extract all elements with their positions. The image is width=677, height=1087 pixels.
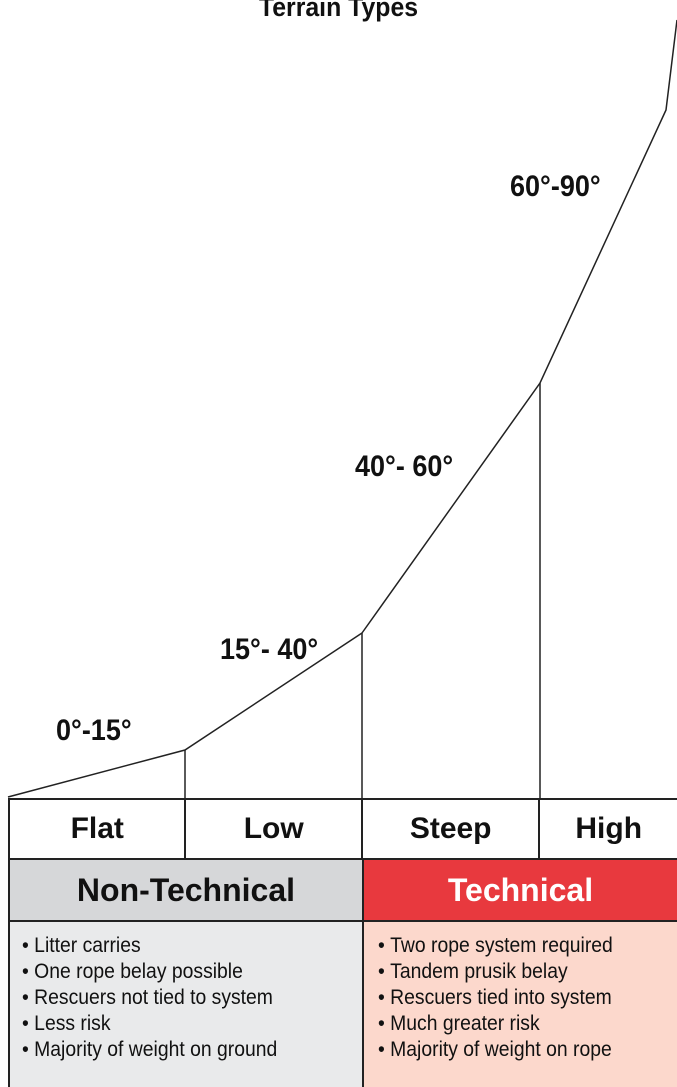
technical-list: Two rope system required Tandem prusik b… [363,922,677,1087]
list-item: Less risk [22,1010,328,1036]
terrain-flat: Flat [10,800,187,858]
characteristics-row: Litter carries One rope belay possible R… [8,922,677,1087]
list-item: Rescuers not tied to system [22,984,328,1010]
non-technical-header: Non-Technical [10,860,364,920]
terrain-low: Low [186,800,363,858]
angle-label-high: 60°-90° [510,170,601,203]
list-item: One rope belay possible [22,958,328,984]
slope-diagram [7,19,677,798]
slope-profile-line [7,19,677,798]
list-item: Litter carries [22,932,328,958]
terrain-steep: Steep [363,800,541,858]
list-item: Majority of weight on rope [378,1036,647,1062]
diagram-title: Terrain Types [258,0,419,22]
list-item: Majority of weight on ground [22,1036,328,1062]
list-item: Much greater risk [378,1010,647,1036]
list-item: Rescuers tied into system [378,984,647,1010]
technical-header: Technical [363,860,677,920]
list-item: Tandem prusik belay [378,958,647,984]
list-item: Two rope system required [378,932,647,958]
angle-label-steep: 40°- 60° [355,450,454,483]
terrain-type-row: Flat Low Steep High [8,798,677,860]
classification-row: Non-Technical Technical [8,860,677,922]
angle-label-flat: 0°-15° [56,714,132,747]
terrain-high: High [575,812,643,845]
non-technical-list: Litter carries One rope belay possible R… [10,922,364,1087]
angle-label-low: 15°- 40° [220,633,319,666]
